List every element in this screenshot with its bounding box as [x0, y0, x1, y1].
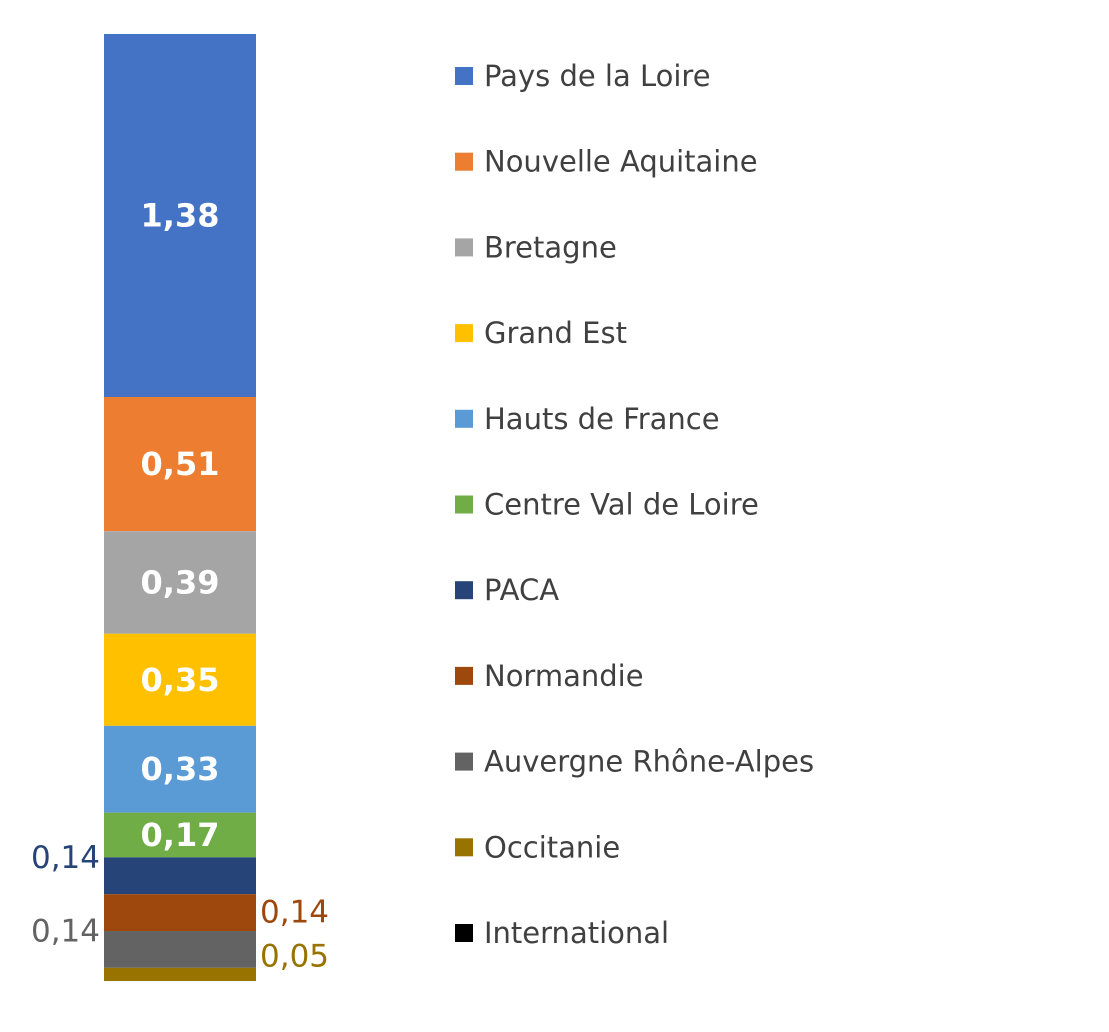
legend-swatch-hauts-de-france [455, 409, 473, 428]
legend-label-pays-de-la-loire: Pays de la Loire [484, 59, 711, 93]
data-label-nouvelle-aquitaine: 0,51 [141, 445, 220, 483]
legend-label-normandie: Normandie [484, 659, 644, 693]
legend-label-centre-val-de-loire: Centre Val de Loire [484, 488, 759, 522]
bar-segment-centre-val-de-loire [104, 812, 256, 858]
stacked-bar [104, 34, 256, 981]
data-label-occitanie: 0,05 [260, 938, 329, 974]
legend-label-paca: PACA [484, 573, 559, 607]
bar-segment-normandie [104, 894, 256, 932]
legend-swatch-paca [455, 581, 473, 600]
data-label-hauts-de-france: 0,33 [141, 750, 220, 788]
legend-label-nouvelle-aquitaine: Nouvelle Aquitaine [484, 145, 758, 179]
bar-segment-auvergne-rhone-alpes [104, 931, 256, 968]
data-label-paca: 0,14 [31, 840, 100, 876]
legend-swatch-nouvelle-aquitaine [455, 152, 473, 171]
bar-segment-pays-de-la-loire [104, 34, 256, 398]
legend-label-hauts-de-france: Hauts de France [484, 402, 720, 436]
bar-segment-paca [104, 857, 256, 895]
legend-swatch-grand-est [455, 324, 473, 343]
bar-segment-grand-est [104, 633, 256, 726]
bar-segment-bretagne [104, 531, 256, 634]
bar-segment-nouvelle-aquitaine [104, 397, 256, 532]
legend: Pays de la Loire Nouvelle Aquitaine Bretag… [455, 59, 814, 950]
legend-swatch-centre-val-de-loire [455, 495, 473, 514]
data-label-grand-est: 0,35 [141, 661, 220, 699]
legend-swatch-auvergne-rhone-alpes [455, 752, 473, 771]
data-label-pays-de-la-loire: 1,38 [141, 197, 220, 235]
bar-segment-hauts-de-france [104, 725, 256, 813]
legend-label-international: International [484, 916, 669, 950]
data-labels: 1,38 0,51 0,39 0,35 0,33 0,17 0,14 0,14 0,14 0,05 [31, 197, 329, 975]
legend-label-bretagne: Bretagne [484, 230, 617, 264]
legend-swatch-bretagne [455, 238, 473, 257]
legend-swatch-pays-de-la-loire [455, 67, 473, 85]
data-label-bretagne: 0,39 [141, 563, 220, 601]
data-label-centre-val-de-loire: 0,17 [141, 816, 220, 854]
bar-segment-occitanie [104, 967, 256, 981]
legend-label-auvergne-rhone-alpes: Auvergne Rhône-Alpes [484, 745, 814, 779]
legend-label-occitanie: Occitanie [484, 830, 620, 864]
legend-swatch-normandie [455, 666, 473, 685]
legend-swatch-international [455, 924, 473, 942]
data-label-normandie: 0,14 [260, 895, 329, 931]
data-label-auvergne-rhone-alpes: 0,14 [31, 913, 100, 949]
legend-label-grand-est: Grand Est [484, 316, 627, 350]
legend-swatch-occitanie [455, 838, 473, 857]
